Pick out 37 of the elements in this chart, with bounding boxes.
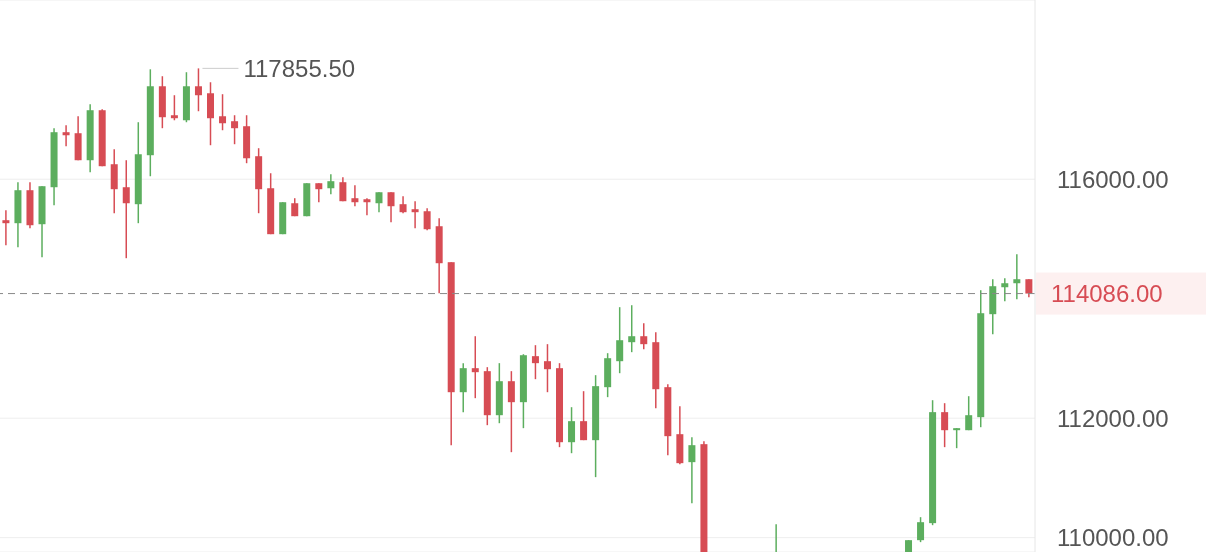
candlestick [471, 335, 479, 399]
candlestick [194, 67, 202, 112]
candlestick [1025, 278, 1033, 299]
candlestick [423, 207, 431, 231]
candlestick [917, 516, 925, 543]
candlestick [628, 304, 636, 353]
candlestick [231, 114, 239, 145]
candlestick [387, 191, 395, 223]
candlestick [315, 182, 323, 203]
candlestick [411, 200, 419, 229]
candlestick [543, 343, 551, 393]
ref-line-label: 114086.00 [1051, 279, 1163, 307]
candlestick [363, 197, 371, 216]
candlestick [640, 322, 648, 350]
candlestick [1001, 277, 1009, 302]
candlestick [327, 173, 335, 195]
candlestick [2, 209, 10, 246]
candlestick [351, 184, 359, 207]
candlestick [616, 306, 624, 374]
candlestick [688, 436, 696, 504]
candlestick [219, 93, 227, 131]
candlestick [507, 370, 515, 453]
y-tick-label: 116000.00 [1057, 165, 1169, 193]
candlestick [170, 94, 178, 122]
candlestick [62, 124, 70, 147]
candlestick [941, 402, 949, 448]
y-tick-label: 110000.00 [1057, 524, 1169, 552]
annotation: 117855.50 [243, 54, 356, 82]
candlestick [580, 390, 588, 441]
candlestick [375, 191, 383, 213]
candlestick [965, 395, 973, 431]
candlestick [1013, 253, 1021, 300]
candlestick [953, 427, 961, 449]
y-tick-label: 112000.00 [1057, 404, 1169, 432]
candlestick [568, 406, 576, 454]
candlestick [122, 159, 130, 259]
candlestick [531, 344, 539, 380]
